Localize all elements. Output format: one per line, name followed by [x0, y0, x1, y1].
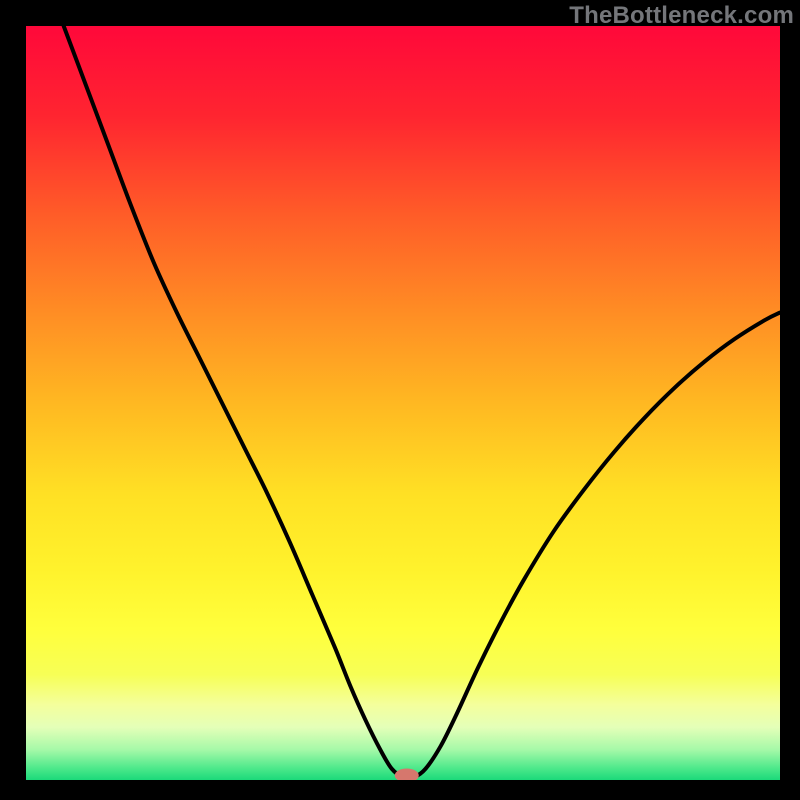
plot-background — [26, 26, 780, 780]
plot-area — [26, 26, 780, 780]
watermark-text: TheBottleneck.com — [569, 2, 794, 30]
chart-frame: TheBottleneck.com — [0, 0, 800, 800]
